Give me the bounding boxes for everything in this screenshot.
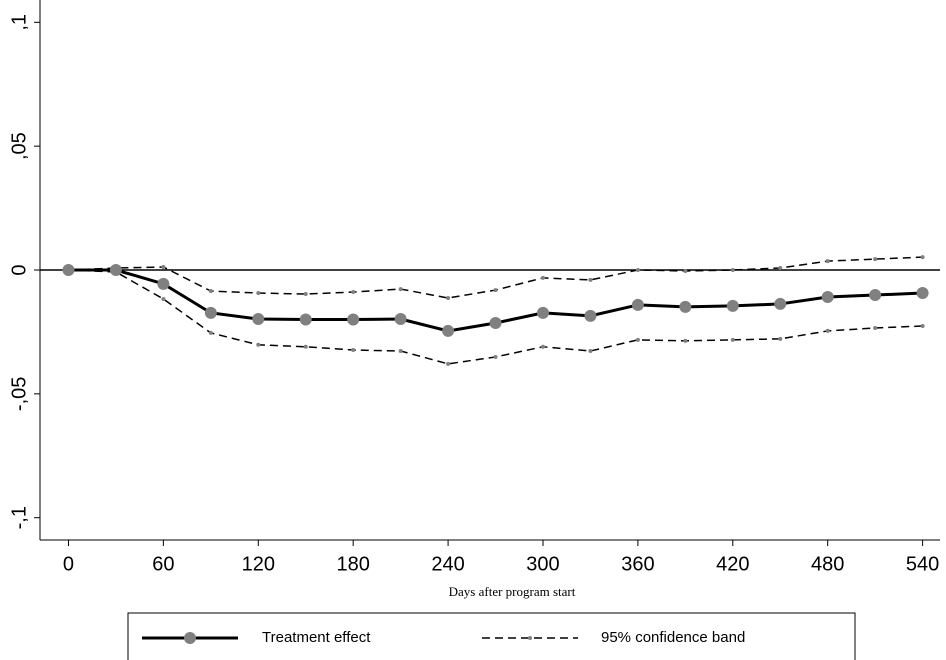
treatment-line-marker (821, 291, 834, 303)
treatment-line-marker (204, 306, 217, 319)
band-lower-marker (208, 330, 213, 335)
band-upper-marker (256, 291, 261, 296)
legend-box (127, 612, 856, 660)
band-lower-marker (920, 323, 925, 328)
band-upper-marker (683, 268, 688, 273)
treatment-line-marker (584, 309, 597, 322)
band-upper-marker (540, 275, 545, 280)
treatment-line-marker (347, 313, 360, 326)
band-lower-marker (873, 325, 878, 330)
band-lower-marker (683, 338, 688, 343)
band-upper-marker (303, 292, 308, 297)
band-lower-marker (778, 336, 783, 341)
x-tick-label: 0 (63, 553, 74, 575)
x-tick-label: 120 (242, 553, 275, 575)
band-lower-marker (825, 328, 830, 333)
x-tick-label: 180 (336, 553, 369, 575)
treatment-line-marker (442, 324, 455, 337)
x-tick-label: 480 (811, 553, 844, 575)
band-lower-marker (635, 337, 640, 342)
band-upper-marker (920, 255, 925, 260)
band-lower-marker (446, 361, 451, 366)
band-upper-marker (351, 290, 356, 295)
legend-swatch-marker (528, 636, 532, 640)
legend-label: Treatment effect (262, 629, 371, 646)
treatment-line-marker (536, 306, 549, 319)
treatment-line-marker (869, 289, 882, 302)
y-tick-label: ,05 (8, 132, 30, 160)
band-upper-marker (588, 277, 593, 282)
band-upper-marker (873, 257, 878, 262)
x-tick-label: 60 (152, 553, 174, 575)
band-upper-marker (161, 265, 166, 270)
y-tick-label: -,05 (8, 377, 30, 411)
y-tick-label: ,1 (8, 14, 30, 31)
treatment-line-marker (774, 297, 787, 310)
band-upper-marker (493, 288, 498, 293)
treatment-line-marker (489, 317, 502, 330)
treatment-line-marker (299, 313, 312, 326)
treatment-line-marker (62, 264, 75, 276)
x-tick-label: 300 (526, 553, 559, 575)
x-tick-label: 360 (621, 553, 654, 575)
y-tick-label: 0 (8, 264, 30, 275)
band-lower-marker (730, 337, 735, 342)
band-upper-marker (730, 268, 735, 272)
band-lower-marker (351, 348, 356, 353)
treatment-line-marker (631, 298, 644, 311)
x-axis-label: Days after program start (449, 584, 576, 599)
band-upper-marker (398, 287, 403, 292)
treatment-line-marker (394, 313, 407, 326)
treatment-line-marker (726, 299, 739, 312)
band-upper-marker (778, 266, 783, 271)
band-lower-marker (493, 354, 498, 359)
legend-label: 95% confidence band (601, 629, 745, 646)
treatment-line-marker (916, 287, 929, 300)
band-upper-marker (825, 259, 830, 264)
band-lower-marker (588, 349, 593, 353)
band-lower-marker (398, 349, 403, 353)
x-tick-label: 540 (906, 553, 939, 575)
x-tick-label: 240 (431, 553, 464, 575)
treatment-line-marker (679, 300, 692, 313)
treatment-line-marker (252, 313, 265, 326)
band-lower-marker (540, 344, 545, 349)
x-tick-label: 420 (716, 553, 749, 575)
legend-swatch-marker (184, 632, 196, 644)
treatment-line-marker (109, 264, 122, 276)
band-upper-marker (446, 295, 451, 300)
band-lower-marker (161, 296, 166, 301)
treatment-line-marker (157, 277, 170, 290)
band-lower-marker (303, 344, 308, 349)
band-lower-marker (256, 342, 261, 347)
y-tick-label: -,1 (8, 506, 30, 529)
band-upper-marker (208, 289, 213, 294)
band-upper-marker (635, 268, 640, 272)
